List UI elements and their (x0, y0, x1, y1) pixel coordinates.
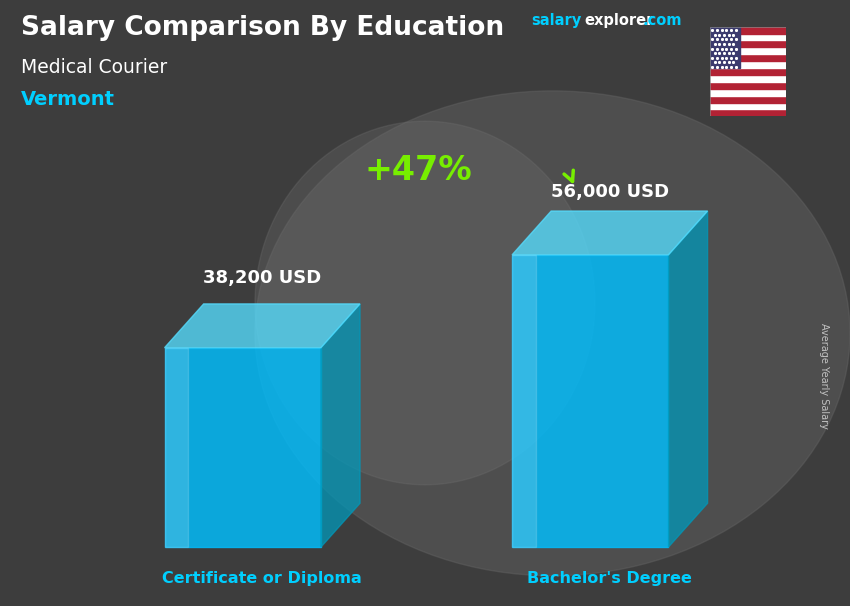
Ellipse shape (255, 121, 595, 485)
Polygon shape (668, 211, 707, 547)
Text: Salary Comparison By Education: Salary Comparison By Education (21, 15, 504, 41)
Polygon shape (512, 255, 536, 547)
Polygon shape (321, 304, 360, 547)
Bar (710, 27, 786, 33)
Text: Medical Courier: Medical Courier (21, 58, 167, 76)
Text: Vermont: Vermont (21, 90, 116, 108)
Bar (710, 47, 786, 55)
Ellipse shape (255, 91, 850, 576)
Bar (710, 68, 786, 75)
Polygon shape (165, 304, 360, 348)
Text: Bachelor's Degree: Bachelor's Degree (527, 571, 692, 585)
Text: 56,000 USD: 56,000 USD (551, 182, 669, 201)
Bar (710, 55, 786, 61)
Bar (710, 41, 786, 47)
Polygon shape (165, 348, 188, 547)
Bar (710, 33, 786, 41)
Bar (710, 96, 786, 102)
Text: 38,200 USD: 38,200 USD (203, 269, 321, 287)
Bar (710, 75, 786, 82)
Bar (710, 110, 786, 116)
Bar (710, 61, 786, 68)
Text: salary: salary (531, 13, 581, 28)
Bar (710, 27, 740, 68)
Polygon shape (512, 211, 707, 255)
Text: Certificate or Diploma: Certificate or Diploma (162, 571, 362, 585)
Bar (710, 88, 786, 96)
Bar (710, 102, 786, 110)
Text: .com: .com (643, 13, 682, 28)
Polygon shape (512, 255, 668, 547)
Text: +47%: +47% (365, 155, 473, 187)
Bar (710, 82, 786, 88)
Text: explorer: explorer (585, 13, 654, 28)
Text: Average Yearly Salary: Average Yearly Salary (819, 323, 829, 428)
Polygon shape (165, 348, 321, 547)
